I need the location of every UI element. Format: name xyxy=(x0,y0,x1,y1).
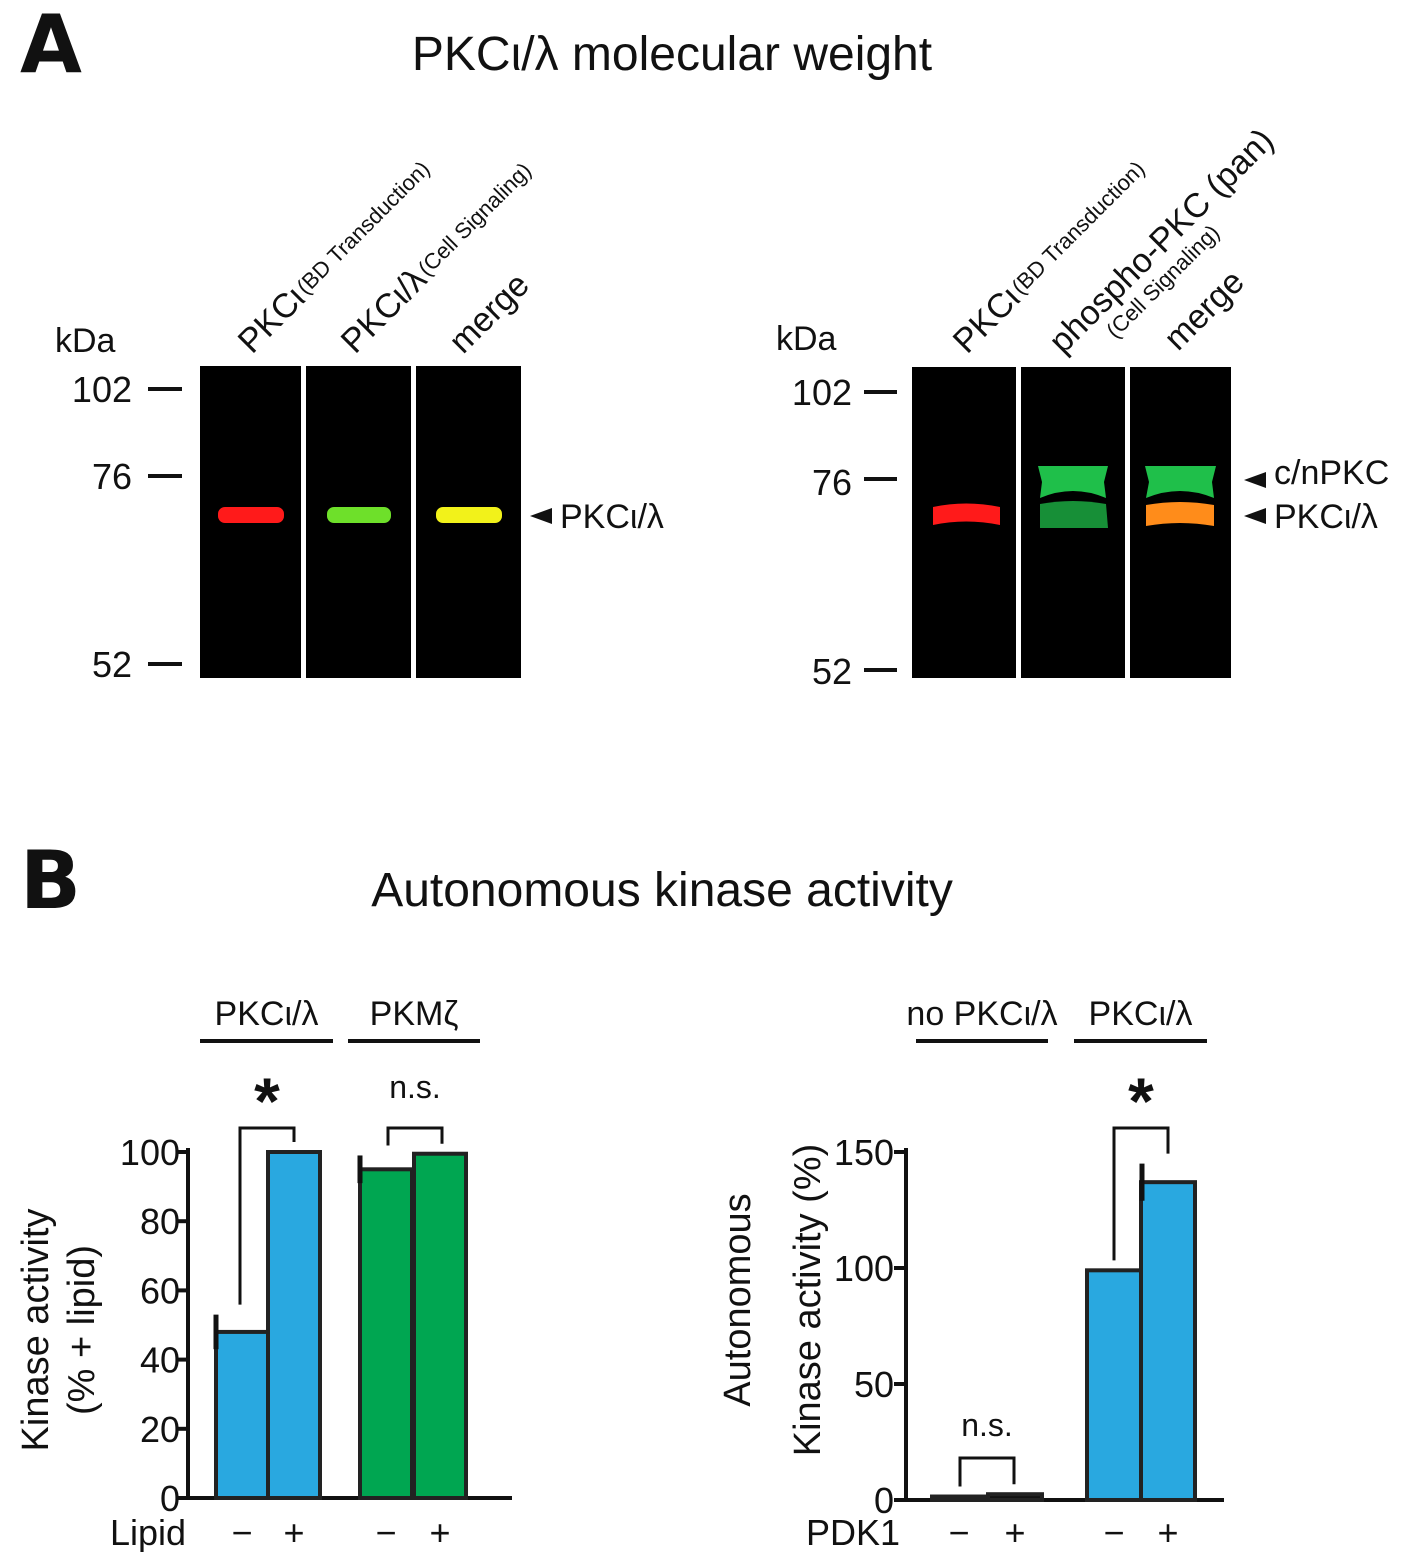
right-band-label-pkci: PKCι/λ xyxy=(1274,498,1378,536)
right-marker-52: 52 xyxy=(812,651,852,692)
bar xyxy=(930,1494,988,1503)
condition-label: + xyxy=(1004,1512,1025,1552)
bar xyxy=(1085,1268,1143,1502)
y-tick-label: 60 xyxy=(140,1270,180,1311)
significance-bracket xyxy=(386,1126,444,1146)
right-band-cnpkc xyxy=(1038,466,1108,498)
left-marker-52: 52 xyxy=(92,644,132,685)
group-label: PKCι/λ xyxy=(1089,995,1193,1033)
group-label: no PKCι/λ xyxy=(906,995,1057,1033)
right-band-arrowhead-2 xyxy=(1244,508,1266,524)
left-western-blot: kDa 102 76 52 PKCι (BD Transduction) PKC… xyxy=(55,156,664,685)
right-western-blot: kDa 102 76 52 PKCι (BD Transduction) pho… xyxy=(776,121,1389,692)
x-factor-label: PDK1 xyxy=(806,1512,900,1552)
right-band-pkci xyxy=(933,503,1000,525)
y-tick-label: 0 xyxy=(160,1478,180,1519)
left-marker-102: 102 xyxy=(72,369,132,410)
group-label: PKMζ xyxy=(370,995,459,1033)
panel-a-letter: A xyxy=(20,0,82,91)
y-tick-label: 80 xyxy=(140,1201,180,1242)
condition-label: + xyxy=(1157,1512,1178,1552)
bar xyxy=(986,1492,1044,1502)
right-band-merge-pkci xyxy=(1146,502,1214,526)
significance-marker: * xyxy=(1128,1064,1154,1138)
left-lane-label-2: PKCι/λ xyxy=(334,260,434,360)
condition-label: − xyxy=(1103,1512,1124,1552)
right-band-label-cnpkc: c/nPKC xyxy=(1274,454,1389,492)
left-marker-76: 76 xyxy=(92,456,132,497)
y-tick-label: 50 xyxy=(854,1364,894,1405)
significance-marker: n.s. xyxy=(389,1069,441,1105)
group-label: PKCι/λ xyxy=(215,995,319,1033)
left-band-pkci xyxy=(218,507,284,523)
condition-label: − xyxy=(375,1512,396,1552)
y-tick-label: 150 xyxy=(834,1132,894,1173)
left-band-pkci-lambda xyxy=(327,507,391,523)
panel-a-title: PKCι/λ molecular weight xyxy=(412,28,932,81)
y-tick-label: 20 xyxy=(140,1409,180,1450)
left-band-label: PKCι/λ xyxy=(560,498,664,536)
condition-label: − xyxy=(231,1512,252,1552)
bar xyxy=(412,1151,468,1500)
x-factor-label: Lipid xyxy=(110,1512,186,1552)
right-kda-label: kDa xyxy=(776,320,837,358)
right-band-arrowhead-1 xyxy=(1244,472,1266,488)
significance-marker: n.s. xyxy=(961,1407,1013,1443)
right-lane-1 xyxy=(912,367,1016,678)
y-tick-label: 0 xyxy=(874,1480,894,1521)
condition-label: + xyxy=(283,1512,304,1552)
right-band-merge-cnpkc xyxy=(1145,466,1216,498)
significance-marker: * xyxy=(254,1064,280,1138)
left-band-arrowhead xyxy=(530,508,552,524)
y-axis-title-line2: (% + lipid) xyxy=(61,1245,103,1415)
bar xyxy=(1139,1180,1197,1503)
panel-b-letter: B xyxy=(20,834,81,927)
bar xyxy=(358,1167,414,1501)
bar xyxy=(266,1150,322,1500)
left-lane-label-3: merge xyxy=(442,266,537,361)
chart-pdk1-autonomous-activity: 0 50 100 150 Autonomous Kinase activity (%) PD… xyxy=(717,995,1224,1553)
significance-bracket xyxy=(238,1126,296,1305)
left-band-merge xyxy=(436,507,502,523)
left-kda-label: kDa xyxy=(55,322,116,360)
y-axis-title: Kinase activity xyxy=(15,1209,57,1452)
y-axis-title-line2: Kinase activity (%) xyxy=(787,1144,829,1457)
y-tick-label: 100 xyxy=(834,1248,894,1289)
condition-label: + xyxy=(429,1512,450,1552)
condition-label: − xyxy=(948,1512,969,1552)
bar xyxy=(214,1329,270,1501)
right-marker-76: 76 xyxy=(812,462,852,503)
chart-lipid-kinase-activity: 0 20 40 60 80 100 Kinase activity (% + lipid) Li… xyxy=(15,995,512,1553)
significance-bracket xyxy=(1112,1126,1170,1261)
y-tick-label: 100 xyxy=(120,1132,180,1173)
y-tick-label: 40 xyxy=(140,1340,180,1381)
right-band-phospho-lower xyxy=(1040,501,1108,528)
y-axis-title: Autonomous xyxy=(717,1193,759,1406)
right-marker-102: 102 xyxy=(792,372,852,413)
panel-b-title: Autonomous kinase activity xyxy=(371,864,953,917)
significance-bracket xyxy=(958,1456,1016,1487)
